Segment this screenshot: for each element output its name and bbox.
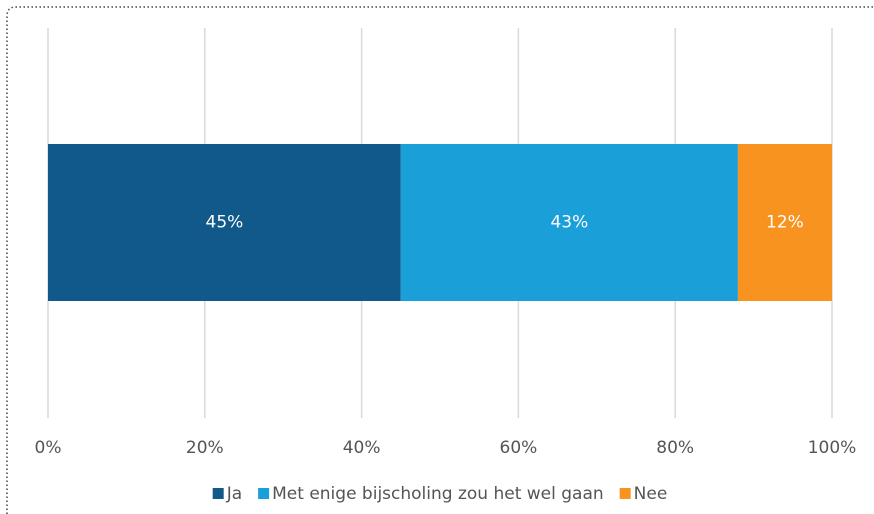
frame (6, 6, 874, 514)
legend-swatch (212, 488, 224, 499)
x-tick-label: 60% (500, 438, 538, 458)
data-label: 45% (206, 213, 244, 233)
x-tick-label: 0% (35, 438, 62, 458)
legend-label: Ja (226, 484, 242, 504)
legend-label: Nee (634, 484, 668, 504)
legend-swatch (258, 488, 270, 499)
data-label: 12% (766, 213, 804, 233)
x-tick-label: 20% (186, 438, 224, 458)
bar-segment (400, 144, 738, 301)
bar-segment (48, 144, 401, 301)
x-tick-label: 80% (656, 438, 694, 458)
x-tick-label: 100% (808, 438, 857, 458)
legend-swatch (619, 488, 631, 499)
data-label: 43% (550, 213, 588, 233)
bar-segment (737, 144, 832, 301)
x-tick-label: 40% (343, 438, 381, 458)
legend-label: Met enige bijscholing zou het wel gaan (272, 484, 604, 504)
